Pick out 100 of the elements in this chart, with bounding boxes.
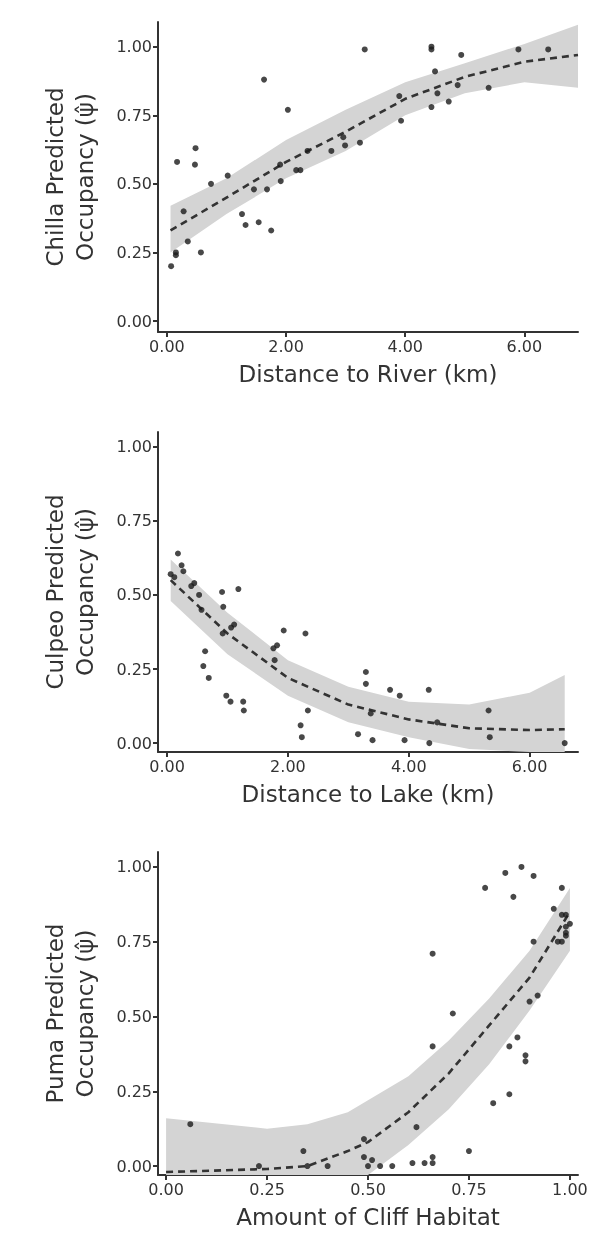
point <box>490 1100 497 1107</box>
point <box>178 562 185 569</box>
point <box>224 172 231 179</box>
point <box>486 734 493 741</box>
x-tick-label: 2.00 <box>268 336 304 356</box>
y-tick-label: 0.75 <box>116 932 152 952</box>
x-tick-label: 1.00 <box>552 1179 588 1199</box>
point <box>506 1043 513 1050</box>
point <box>174 158 181 165</box>
point <box>255 219 262 226</box>
point <box>465 1148 472 1155</box>
point <box>360 1136 367 1143</box>
point <box>219 589 226 595</box>
point <box>396 692 403 699</box>
point <box>223 692 230 699</box>
point <box>485 84 492 91</box>
point <box>264 186 271 193</box>
point <box>421 1160 428 1167</box>
point <box>429 1160 436 1167</box>
point <box>561 740 568 747</box>
point <box>297 167 304 174</box>
point <box>187 1121 194 1128</box>
point <box>277 161 284 168</box>
point <box>426 740 433 747</box>
point <box>389 1163 396 1170</box>
line-series <box>169 53 580 232</box>
point <box>171 574 178 581</box>
x-axis-title: Distance to Lake (km) <box>241 780 495 807</box>
point <box>277 178 284 185</box>
point <box>202 648 209 655</box>
point <box>239 211 245 218</box>
point <box>428 104 435 111</box>
y-axis-title: Chilla Predicted Occupancy (ψ̂) <box>42 87 98 267</box>
y-tick-label: 1.00 <box>116 437 152 457</box>
point <box>425 686 432 693</box>
y-tick-label: 0.50 <box>116 1006 152 1026</box>
point <box>558 884 565 891</box>
point <box>398 117 405 124</box>
point <box>261 76 268 83</box>
y-tick-label: 0.25 <box>116 659 152 679</box>
y-tick-label: 0.75 <box>116 105 152 125</box>
y-axis-title: Puma Predicted Occupancy (ψ̂) <box>42 923 98 1104</box>
point <box>197 249 204 256</box>
y-tick-label: 0.00 <box>116 1156 152 1176</box>
point <box>566 920 573 927</box>
point <box>506 1091 513 1098</box>
point <box>297 722 304 729</box>
point <box>268 227 275 234</box>
point <box>429 950 436 957</box>
point <box>530 872 537 879</box>
point <box>200 663 207 670</box>
point <box>355 731 362 738</box>
point <box>300 1148 307 1155</box>
x-tick-label: 2.00 <box>270 756 306 776</box>
y-tick-label: 0.25 <box>116 242 152 262</box>
point <box>396 93 403 100</box>
point <box>191 161 198 168</box>
point <box>298 734 305 741</box>
point <box>518 863 525 870</box>
point <box>240 707 247 714</box>
point <box>369 737 376 744</box>
point <box>324 1163 331 1170</box>
point <box>255 1163 262 1170</box>
point <box>342 142 349 149</box>
point <box>362 680 369 687</box>
point <box>242 222 249 229</box>
point <box>429 1154 436 1161</box>
point <box>401 737 408 744</box>
point <box>304 147 311 154</box>
y-tick-label: 0.50 <box>116 174 152 194</box>
y-tick-label: 0.00 <box>116 733 152 753</box>
point <box>515 46 522 53</box>
point <box>356 139 363 146</box>
point <box>208 180 215 187</box>
x-tick-label: 0.00 <box>149 336 185 356</box>
point <box>196 591 203 598</box>
point <box>387 686 394 693</box>
point <box>205 674 212 681</box>
point <box>274 642 281 649</box>
x-tick-label: 0.50 <box>350 1179 386 1199</box>
point <box>365 1163 371 1170</box>
point <box>514 1034 521 1041</box>
point <box>198 606 205 613</box>
point <box>174 550 181 557</box>
point <box>530 938 537 945</box>
point <box>328 147 335 154</box>
point <box>429 1043 436 1050</box>
point <box>545 46 552 53</box>
y-tick-label: 0.25 <box>116 1081 152 1101</box>
point <box>534 992 541 999</box>
point <box>432 68 439 75</box>
y-tick-label: 0.00 <box>116 311 152 331</box>
point <box>510 893 517 900</box>
point <box>502 869 509 876</box>
point <box>304 707 311 714</box>
point <box>302 630 309 637</box>
point <box>377 1163 384 1170</box>
point <box>192 145 199 152</box>
point <box>485 707 492 714</box>
point <box>558 938 565 945</box>
